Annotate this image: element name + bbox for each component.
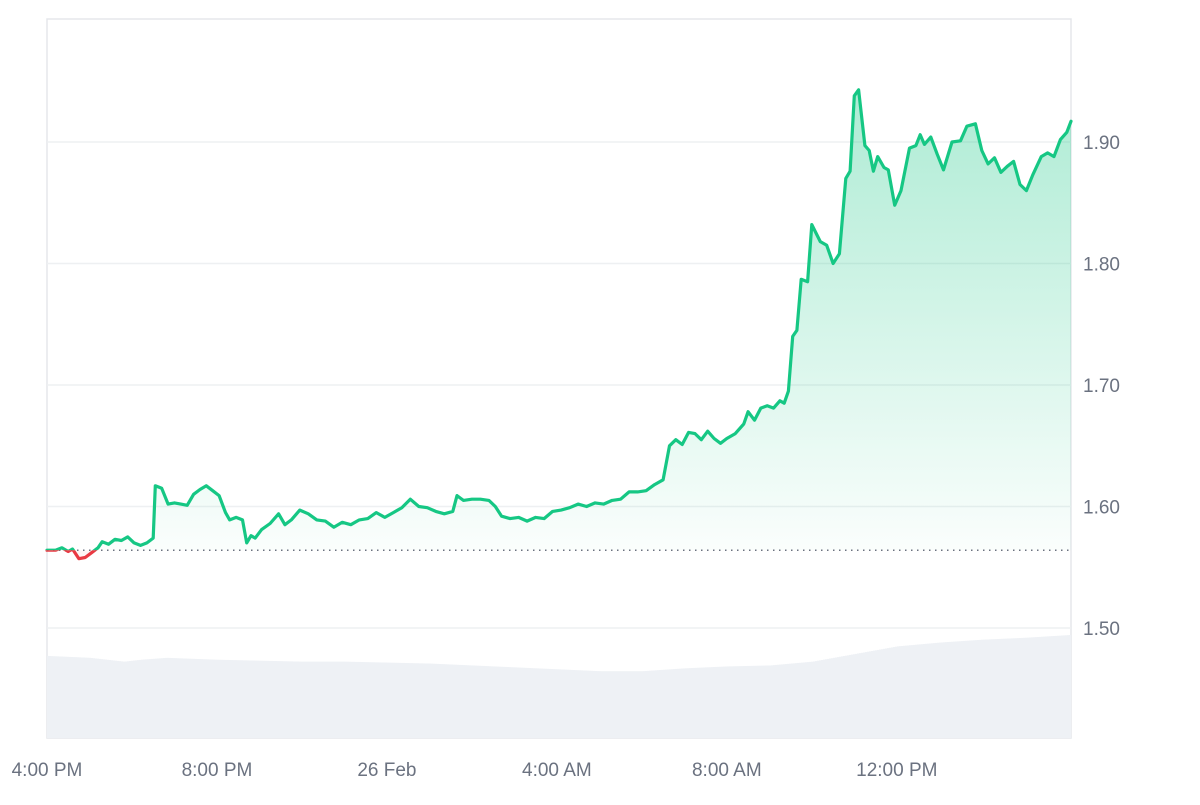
x-tick-label: 4:00 AM	[522, 760, 592, 781]
y-tick-label: 1.50	[1083, 619, 1120, 640]
price-line[interactable]	[45, 88, 1073, 561]
y-tick-label: 1.70	[1083, 376, 1120, 397]
price-line-up[interactable]	[45, 88, 1073, 559]
x-tick-label: 4:00 PM	[12, 760, 83, 781]
volume-bars	[47, 635, 1071, 738]
y-tick-label: 1.60	[1083, 498, 1120, 519]
price-area-fill	[47, 89, 1071, 559]
y-tick-label: 1.90	[1083, 133, 1120, 154]
x-tick-label: 8:00 AM	[692, 760, 762, 781]
x-tick-label: 8:00 PM	[182, 760, 253, 781]
x-tick-label: 26 Feb	[357, 760, 416, 781]
y-axis: 1.90 1.80 1.70 1.60 1.50	[1083, 133, 1120, 640]
y-tick-label: 1.80	[1083, 255, 1120, 276]
x-tick-label: 12:00 PM	[856, 760, 937, 781]
x-axis: 4:00 PM 8:00 PM 26 Feb 4:00 AM 8:00 AM 12:00 …	[12, 760, 938, 781]
